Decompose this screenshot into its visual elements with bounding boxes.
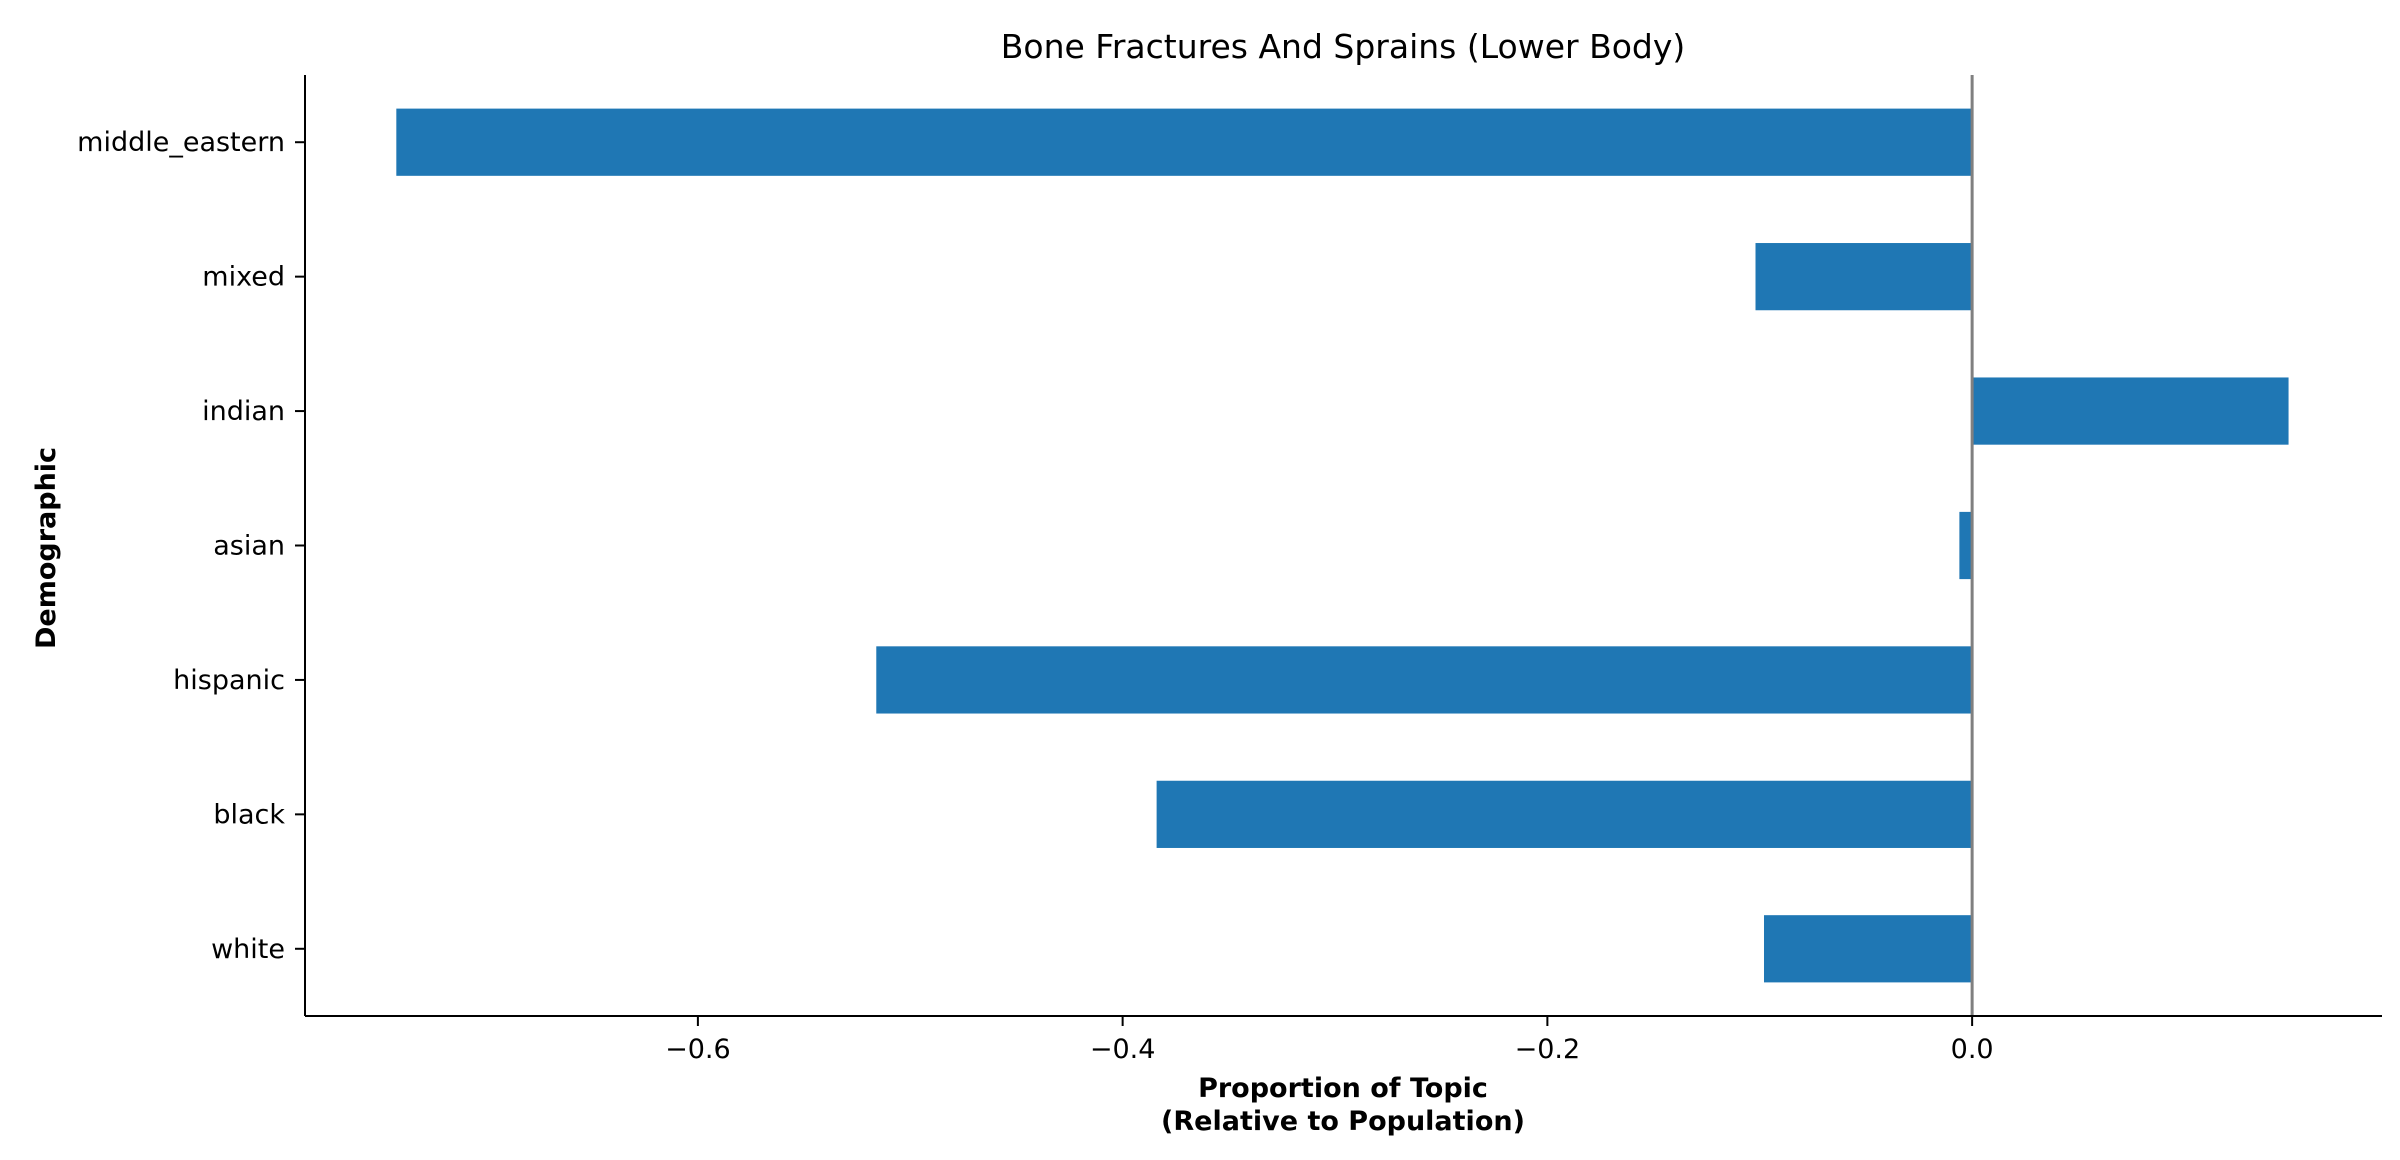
bar-middle-eastern	[396, 108, 1973, 176]
x-axis-label-line-2: (Relative to Population)	[1161, 1106, 1525, 1137]
y-tick-label: mixed	[202, 262, 285, 293]
bar-mixed	[1755, 243, 1973, 311]
bars-layer	[396, 108, 2289, 983]
y-tick-label: indian	[202, 396, 285, 427]
x-axis-ticks: −0.6 −0.4 −0.2 0.0	[665, 1016, 1994, 1065]
bar-indian	[1972, 377, 2289, 445]
bar-asian	[1959, 511, 1973, 580]
y-tick-label: black	[213, 799, 285, 830]
y-tick-label: white	[211, 934, 285, 965]
y-axis-label: Demographic	[31, 447, 62, 649]
bar-white	[1763, 915, 1973, 983]
y-tick-label: middle_eastern	[77, 127, 285, 158]
y-tick-label: asian	[213, 531, 285, 562]
x-tick-label: −0.6	[665, 1034, 731, 1065]
x-axis-label-line-1: Proportion of Topic	[1198, 1073, 1488, 1104]
y-tick-label: hispanic	[173, 665, 285, 696]
x-tick-label: −0.2	[1515, 1034, 1581, 1065]
bar-black	[1156, 780, 1973, 848]
x-tick-label: −0.4	[1090, 1034, 1156, 1065]
chart-title: Bone Fractures And Sprains (Lower Body)	[1001, 27, 1686, 66]
bar-hispanic	[876, 646, 1973, 714]
x-tick-label: 0.0	[1951, 1034, 1994, 1065]
